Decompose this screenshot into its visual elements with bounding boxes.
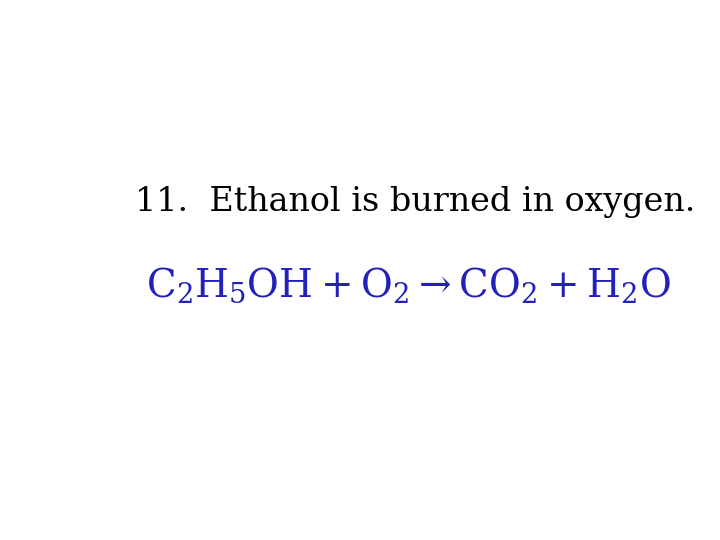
Text: 11.  Ethanol is burned in oxygen.: 11. Ethanol is burned in oxygen.	[135, 186, 695, 218]
Text: $\mathregular{C_2H_5OH + O_2 \rightarrow CO_2 + H_2O}$: $\mathregular{C_2H_5OH + O_2 \rightarrow…	[145, 266, 671, 305]
